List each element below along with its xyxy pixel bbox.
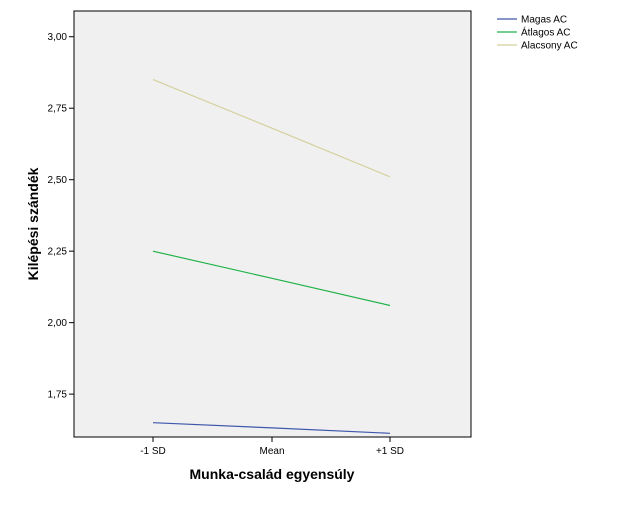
x-axis-title: Munka-család egyensúly xyxy=(190,466,355,482)
series-line-1 xyxy=(152,422,391,434)
y-tick-label: 2,25 xyxy=(48,247,68,258)
series-line-3 xyxy=(152,79,391,178)
y-tick-label: 2,00 xyxy=(48,318,68,329)
series-lines xyxy=(152,79,391,434)
legend-label: Magas AC xyxy=(521,15,567,26)
x-axis: -1 SD Mean +1 SD xyxy=(140,437,404,457)
legend-label: Alacsony AC xyxy=(521,41,578,52)
x-tick-label: +1 SD xyxy=(376,446,404,457)
y-tick-label: 2,75 xyxy=(48,104,68,115)
y-tick-label: 3,00 xyxy=(48,32,68,43)
legend-label: Átlagos AC xyxy=(521,26,570,39)
y-tick-label: 1,75 xyxy=(48,390,68,401)
x-tick-label: -1 SD xyxy=(140,446,166,457)
x-tick-label: Mean xyxy=(259,446,284,457)
y-tick-label: 2,50 xyxy=(48,175,68,186)
y-axis: 1,75 2,00 2,25 2,50 2,75 3,00 xyxy=(48,32,74,401)
plot-area xyxy=(73,10,472,438)
series-line-2 xyxy=(152,250,391,307)
y-axis-title: Kilépési szándék xyxy=(25,167,41,280)
